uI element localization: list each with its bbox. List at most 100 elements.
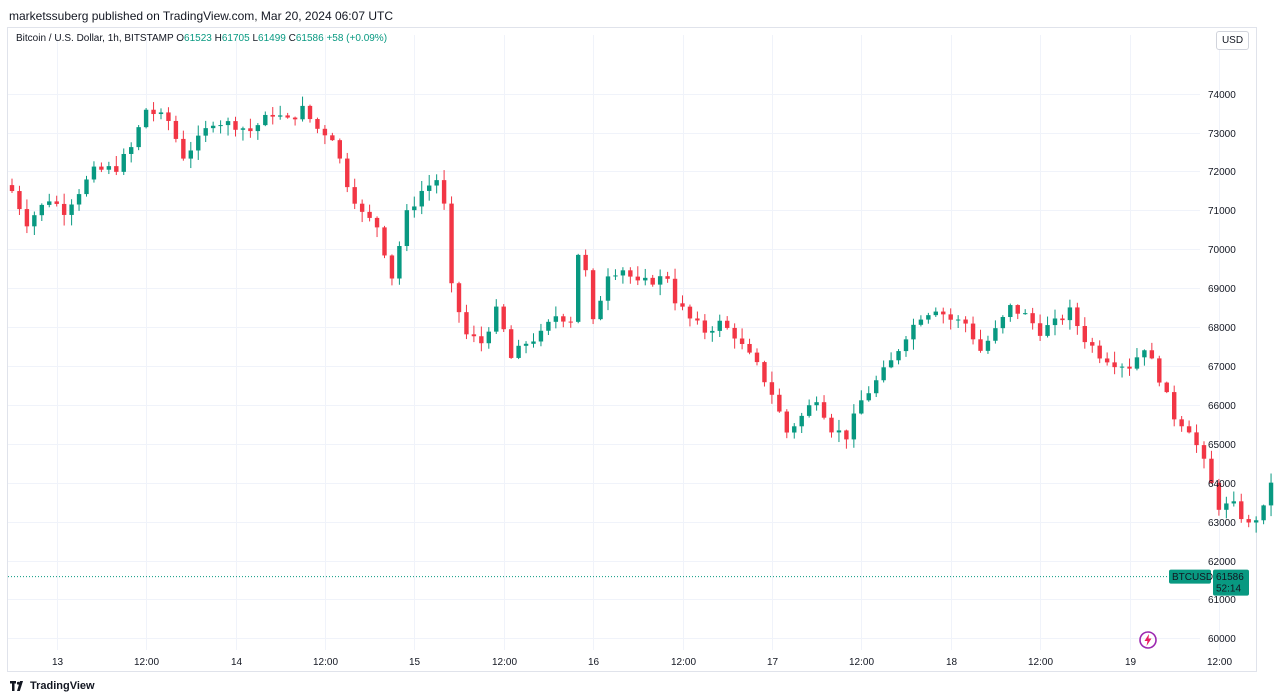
currency-button[interactable]: USD [1216,31,1249,50]
candle [479,326,484,352]
x-tick-label: 12:00 [134,657,159,668]
candle [248,118,253,138]
candle-body [76,194,82,205]
candle-body [613,275,618,277]
candle-body [263,114,268,126]
candle-body [129,147,134,154]
candle-body [441,180,447,204]
candle-body [486,331,491,344]
candle [114,155,119,176]
candle [389,254,395,286]
candle [1104,352,1110,366]
candle-body [91,166,97,180]
candle-body [501,306,506,330]
candle [836,419,842,443]
candle [1164,381,1169,394]
candle [173,115,179,143]
tradingview-brand[interactable]: TradingView [10,680,95,692]
candle [84,175,89,197]
y-tick-label: 68000 [1208,323,1236,334]
countdown-label: 52:14 [1216,584,1241,595]
candle [777,388,782,413]
candle-body [687,306,693,319]
candle-body [643,277,648,281]
lightning-circle-icon[interactable] [1138,630,1158,650]
candle [993,320,998,344]
candle [300,96,305,122]
candle-body [330,135,335,141]
candle-body [1104,358,1110,363]
candle-body [710,330,715,333]
candle [657,269,663,296]
candle-body [821,402,827,418]
y-tick-label: 69000 [1208,284,1236,295]
candle [1075,302,1080,335]
candle-body [933,311,938,316]
candle-body [1112,362,1117,368]
candle [367,204,372,222]
candle-body [568,321,573,323]
candle-body [292,117,298,120]
candle [270,107,275,125]
candle [39,203,44,222]
candle-body [240,128,246,130]
candle-body [352,187,357,204]
candle [717,314,722,338]
grid-layer [8,35,1220,650]
candle [158,108,164,120]
candle-body [844,430,849,440]
candle [1186,420,1192,434]
candle [680,295,685,311]
y-tick-label: 74000 [1208,90,1236,101]
candle-body [866,393,871,401]
candle-body [233,121,238,130]
candle-body [307,105,313,120]
candle [210,121,216,133]
candle-body [546,321,551,331]
candle-body [479,336,484,344]
candle-body [1015,305,1020,314]
candle [806,399,812,418]
candle [769,371,775,404]
candle-body [672,278,678,304]
candle-body [181,138,186,159]
candle-body [315,119,320,129]
close-value: 61586 [295,33,324,44]
candle [1090,337,1095,353]
candle-body [1157,358,1162,383]
y-tick-label: 66000 [1208,401,1236,412]
candle-body [84,179,89,195]
candles-layer [9,96,1274,533]
candle-body [1142,350,1147,358]
candle-body [412,206,417,211]
candle [1097,340,1102,364]
candle [292,116,298,126]
candle [576,253,581,324]
candle [881,360,886,383]
candle [76,189,82,211]
candle [263,111,268,127]
y-tick-label: 72000 [1208,167,1236,178]
candle [1030,307,1035,330]
y-tick-label: 70000 [1208,245,1236,256]
candle [337,138,342,164]
candle [613,269,618,281]
candle [1172,385,1177,427]
candle-body [814,402,819,406]
y-tick-label: 62000 [1208,557,1236,568]
candle-body [903,339,909,352]
candle [672,268,678,311]
candle [91,161,97,183]
candle-body [1239,501,1244,520]
candle [739,328,745,350]
candle [1253,516,1259,533]
candle [1052,309,1058,336]
candle-body [836,430,842,433]
chart-frame[interactable] [7,27,1257,672]
candle [181,130,186,161]
candle [1060,314,1065,325]
candle-body [54,201,59,204]
candle-body [1045,325,1050,336]
candle-body [434,180,439,186]
